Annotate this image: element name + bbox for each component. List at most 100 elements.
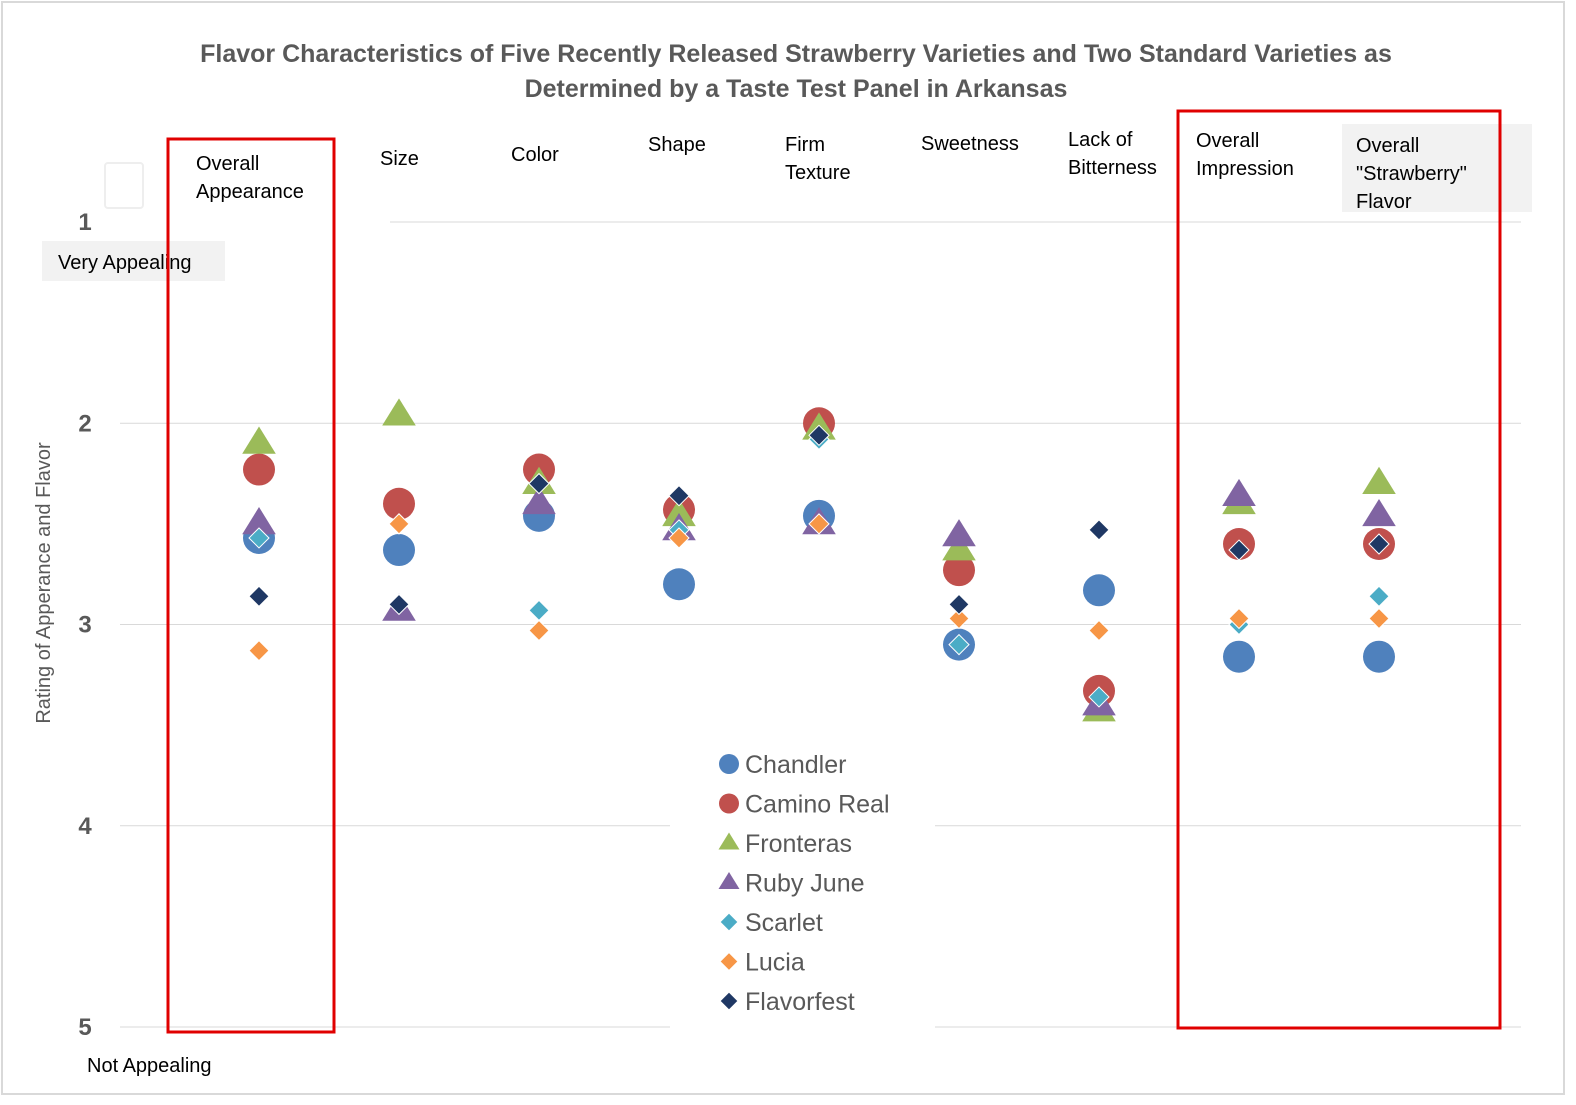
- category-label: Sweetness: [921, 133, 1019, 155]
- data-point: [242, 426, 276, 454]
- data-point: [388, 513, 410, 535]
- data-point: [248, 639, 270, 662]
- legend-marker: [718, 832, 740, 850]
- category-label: Bitterness: [1068, 157, 1157, 179]
- legend-marker: [719, 754, 739, 774]
- legend-label: Chandler: [745, 751, 846, 779]
- category-label: Shape: [648, 134, 706, 156]
- data-point: [528, 599, 550, 622]
- data-point: [383, 487, 415, 520]
- top-note: Very Appealing: [58, 252, 191, 274]
- data-point: [388, 593, 410, 616]
- y-axis-label: Rating of Apperance and Flavor: [33, 442, 55, 724]
- data-point: [1228, 607, 1250, 630]
- category-labels: Overall Appearance Size Color Shape Firm Textu…: [196, 129, 1467, 213]
- category-label: Lack of: [1068, 129, 1133, 151]
- data-point: [948, 633, 970, 656]
- series-chandler: [243, 499, 1395, 673]
- chart-title-line-1: Flavor Characteristics of Five Recently …: [200, 40, 1392, 68]
- legend-marker: [719, 793, 739, 814]
- series-flavorfest: [248, 424, 1390, 616]
- data-point: [1088, 519, 1110, 541]
- data-point: [1088, 686, 1110, 708]
- top-note-background: [42, 241, 225, 281]
- category-label: Overall: [196, 153, 259, 175]
- category-label: Size: [380, 148, 419, 170]
- data-point: [942, 533, 976, 561]
- legend-item: Ruby June: [718, 870, 865, 898]
- data-point: [528, 472, 550, 495]
- category-label: "Strawberry": [1356, 163, 1467, 185]
- chart-title-line-2: Determined by a Taste Test Panel in Arka…: [525, 75, 1068, 103]
- data-point: [1223, 640, 1255, 673]
- data-point: [1363, 640, 1395, 673]
- category-label: Color: [511, 144, 559, 166]
- y-tick-label: 5: [78, 1014, 91, 1041]
- legend-label: Fronteras: [745, 830, 852, 858]
- data-point: [942, 519, 976, 547]
- empty-checkbox-placeholder: [104, 162, 144, 209]
- legend-label: Flavorfest: [745, 988, 855, 1016]
- legend-item: Camino Real: [719, 791, 890, 819]
- data-point: [383, 534, 415, 567]
- highlight-boxes: [166, 109, 1502, 1034]
- data-point: [808, 424, 830, 447]
- highlight-box-overall-appearance: [166, 137, 336, 1034]
- category-label: Impression: [1196, 158, 1294, 180]
- y-tick-label: 3: [78, 612, 91, 639]
- data-point: [808, 513, 830, 535]
- data-point: [948, 607, 970, 630]
- legend-marker: [718, 871, 740, 889]
- data-point: [382, 398, 416, 426]
- chart-title: Flavor Characteristics of Five Recently …: [200, 40, 1392, 103]
- data-point: [1362, 498, 1396, 527]
- data-point: [668, 484, 690, 507]
- data-point: [248, 585, 270, 608]
- series-camino-real: [243, 407, 1395, 707]
- data-point: [1362, 466, 1396, 494]
- legend-item: Scarlet: [719, 909, 823, 937]
- legend-item: Chandler: [719, 751, 846, 779]
- data-point: [1368, 533, 1390, 555]
- legend-item: Flavorfest: [719, 988, 855, 1016]
- y-tick-label: 2: [78, 410, 91, 437]
- data-point: [1222, 478, 1256, 507]
- bottom-note: Not Appealing: [87, 1055, 212, 1077]
- category-label: Overall: [1356, 135, 1419, 157]
- series-ruby-june: [242, 478, 1396, 716]
- y-tick-label: 4: [78, 813, 92, 840]
- legend-label: Scarlet: [745, 909, 823, 937]
- category-label: Flavor: [1356, 191, 1412, 213]
- data-point: [1368, 585, 1390, 608]
- data-point: [242, 507, 276, 535]
- data-point: [1368, 607, 1390, 630]
- data-point: [662, 498, 696, 527]
- category-label: Overall: [1196, 130, 1259, 152]
- data-point: [1083, 574, 1115, 607]
- legend-item: Fronteras: [718, 830, 852, 858]
- category-label: Texture: [785, 162, 851, 184]
- legend-background: [670, 740, 935, 1030]
- legend-label: Ruby June: [745, 870, 865, 898]
- data-point: [1088, 619, 1110, 642]
- category-label: Firm: [785, 134, 825, 156]
- legend-marker: [719, 912, 739, 932]
- data-points: [242, 398, 1396, 722]
- legend-item: Lucia: [719, 949, 805, 977]
- series-scarlet: [248, 428, 1390, 708]
- y-axis-ticks: 1 2 3 4 5: [78, 209, 92, 1041]
- data-point: [943, 554, 975, 587]
- series-lucia: [248, 513, 1390, 662]
- legend-label: Lucia: [745, 949, 805, 977]
- data-point: [522, 486, 556, 515]
- data-point: [528, 619, 550, 642]
- data-point: [248, 527, 270, 549]
- legend-marker: [719, 991, 739, 1011]
- legend-label: Camino Real: [745, 791, 890, 819]
- data-point: [663, 568, 695, 601]
- data-point: [668, 527, 690, 549]
- legend: Chandler Camino Real Fronteras Ruby June Sca…: [718, 751, 890, 1016]
- highlight-box-overall-ratings: [1176, 109, 1502, 1030]
